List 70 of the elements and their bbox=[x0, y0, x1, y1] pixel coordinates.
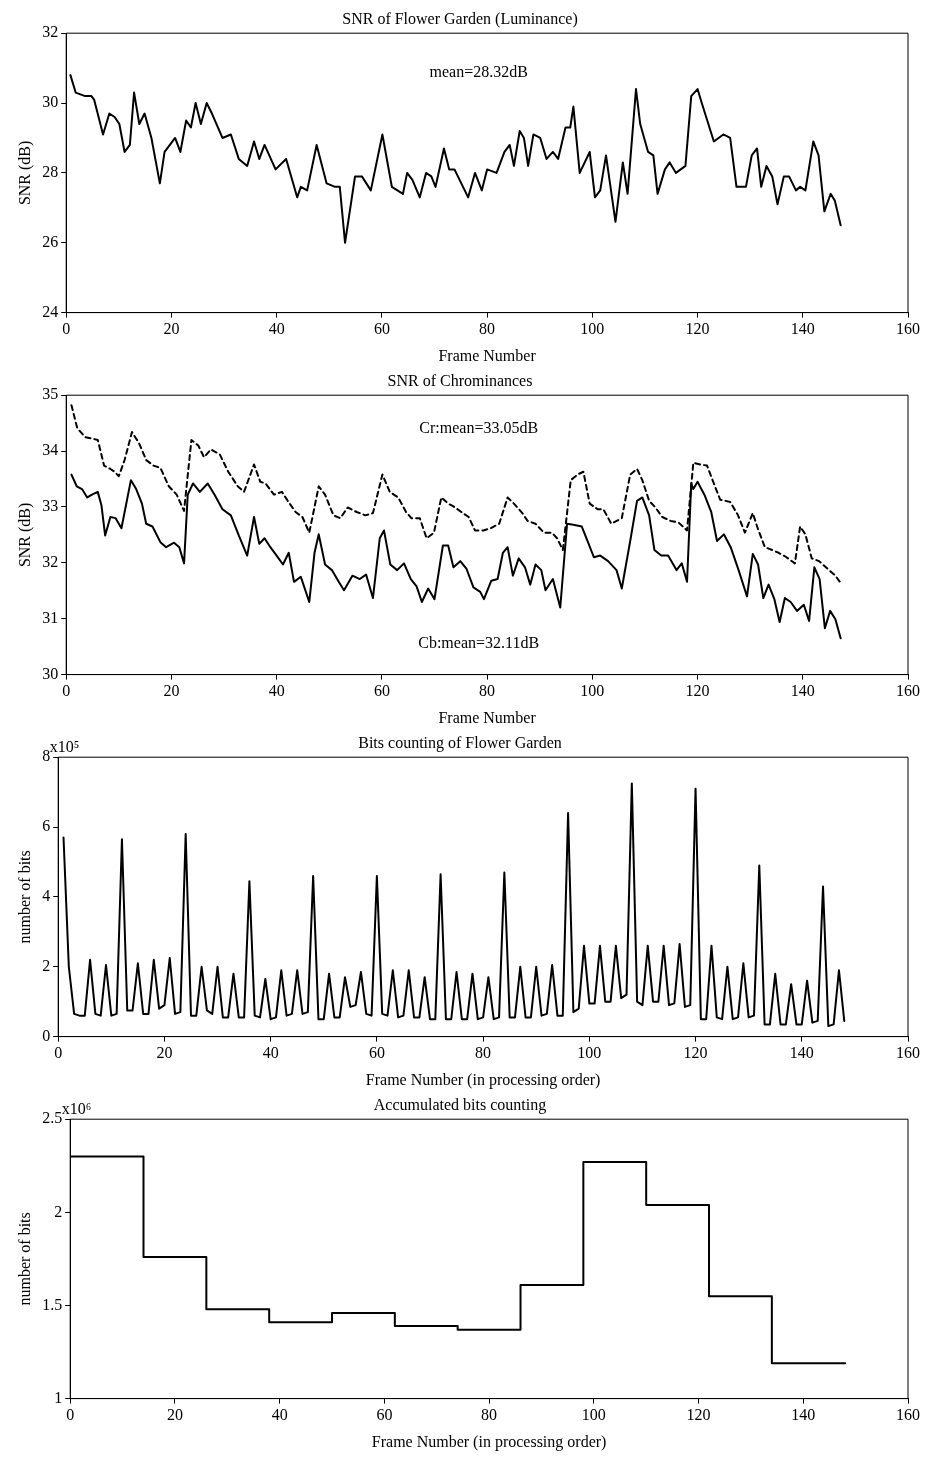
y-tick-label: 2 bbox=[54, 1202, 63, 1220]
x-tick-label: 20 bbox=[166, 1406, 183, 1424]
y-tick-label: 1.5 bbox=[42, 1295, 63, 1313]
x-tick-label: 100 bbox=[580, 682, 605, 700]
y-tick-label: 28 bbox=[42, 163, 59, 181]
y-tick-label: 1 bbox=[54, 1388, 63, 1406]
x-tick-label: 120 bbox=[685, 682, 710, 700]
x-tick-label: 80 bbox=[475, 1044, 492, 1062]
x-tick-label: 80 bbox=[479, 682, 496, 700]
text: x10⁶ bbox=[61, 1099, 92, 1117]
x-tick-label: 80 bbox=[479, 320, 496, 338]
y-tick-label: 33 bbox=[42, 497, 59, 515]
x-tick-label: 60 bbox=[368, 1044, 385, 1062]
annotation: Cb:mean=32.11dB bbox=[418, 634, 540, 652]
chart-title: Bits counting of Flower Garden bbox=[358, 733, 562, 752]
y-axis-title: number of bits bbox=[15, 1212, 33, 1306]
annotation: mean=28.32dB bbox=[429, 62, 528, 80]
y-tick-label: 4 bbox=[42, 887, 51, 905]
x-tick-label: 100 bbox=[581, 1406, 606, 1424]
x-tick-label: 40 bbox=[262, 1044, 279, 1062]
y-tick-label: 8 bbox=[42, 747, 51, 765]
y-tick-label: 30 bbox=[42, 664, 59, 682]
x-tick-label: 160 bbox=[896, 682, 920, 700]
x-tick-label: 60 bbox=[376, 1406, 393, 1424]
x-tick-label: 40 bbox=[268, 682, 285, 700]
x-tick-label: 120 bbox=[683, 1044, 708, 1062]
x-axis-title: Frame Number (in processing order) bbox=[371, 1432, 607, 1451]
x-axis-title: Frame Number (in processing order) bbox=[365, 1070, 601, 1089]
y-tick-label: 24 bbox=[42, 302, 59, 320]
y-tick-label: 31 bbox=[42, 608, 59, 626]
annotation: Cr:mean=33.05dB bbox=[419, 418, 539, 436]
y-tick-label: 26 bbox=[42, 232, 59, 250]
x-tick-label: 120 bbox=[686, 1406, 711, 1424]
x-tick-label: 160 bbox=[896, 1044, 920, 1062]
chart-title: Accumulated bits counting bbox=[373, 1095, 547, 1114]
x-tick-label: 0 bbox=[66, 1406, 75, 1424]
y-axis-title: SNR (dB) bbox=[15, 502, 34, 568]
x-axis-title: Frame Number bbox=[438, 346, 537, 364]
x-tick-label: 20 bbox=[163, 682, 180, 700]
x-tick-label: 20 bbox=[156, 1044, 173, 1062]
x-tick-label: 100 bbox=[580, 320, 605, 338]
chart-title: SNR of Chrominances bbox=[387, 371, 533, 389]
x-tick-label: 140 bbox=[790, 320, 815, 338]
x-axis-title: Frame Number bbox=[438, 708, 537, 726]
y-axis-title: number of bits bbox=[15, 850, 33, 944]
y-tick-label: 32 bbox=[42, 553, 59, 571]
x-tick-label: 80 bbox=[481, 1406, 498, 1424]
text: x10⁵ bbox=[49, 737, 80, 755]
y-tick-label: 0 bbox=[42, 1026, 51, 1044]
x-tick-label: 100 bbox=[577, 1044, 602, 1062]
x-tick-label: 40 bbox=[271, 1406, 288, 1424]
x-tick-label: 20 bbox=[163, 320, 180, 338]
y-tick-label: 6 bbox=[42, 817, 51, 835]
y-tick-label: 30 bbox=[42, 93, 59, 111]
x-tick-label: 140 bbox=[791, 1406, 816, 1424]
x-tick-label: 140 bbox=[789, 1044, 814, 1062]
y-tick-label: 2 bbox=[42, 956, 51, 974]
y-tick-label: 34 bbox=[42, 441, 59, 459]
x-tick-label: 160 bbox=[896, 320, 920, 338]
y-tick-label: 2.5 bbox=[42, 1109, 63, 1127]
chart-title: SNR of Flower Garden (Luminance) bbox=[342, 9, 578, 28]
x-tick-label: 140 bbox=[790, 682, 815, 700]
x-tick-label: 60 bbox=[373, 320, 390, 338]
x-tick-label: 120 bbox=[685, 320, 710, 338]
y-tick-label: 35 bbox=[42, 385, 59, 403]
x-tick-label: 160 bbox=[896, 1406, 920, 1424]
y-tick-label: 32 bbox=[42, 23, 59, 41]
y-axis-title: SNR (dB) bbox=[15, 140, 34, 206]
x-tick-label: 40 bbox=[268, 320, 285, 338]
x-tick-label: 60 bbox=[373, 682, 390, 700]
